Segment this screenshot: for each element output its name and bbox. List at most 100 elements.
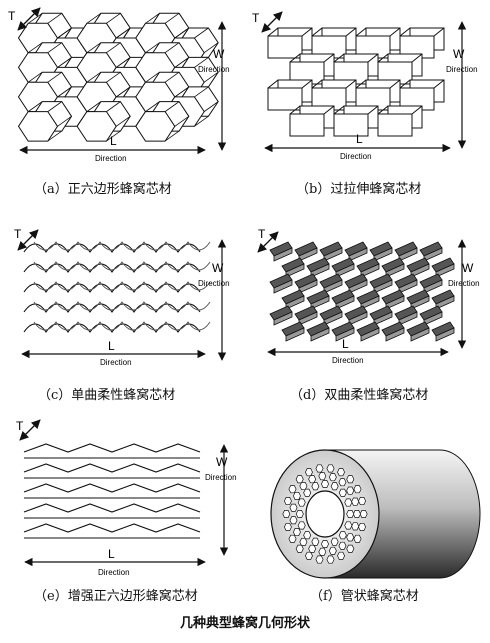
cell-edge bbox=[377, 105, 389, 115]
cell-edge bbox=[164, 130, 180, 142]
l-direction-b: Direction bbox=[340, 152, 372, 161]
stretched-cell bbox=[267, 27, 313, 59]
cell-edge bbox=[106, 130, 121, 142]
cell-edge bbox=[145, 101, 160, 112]
l-label-c: L bbox=[108, 339, 115, 353]
w-label-d: W bbox=[462, 261, 474, 275]
tube-cell bbox=[346, 544, 355, 553]
tube-cell bbox=[297, 498, 306, 507]
cell-edge bbox=[174, 116, 190, 127]
tube-cell bbox=[353, 510, 361, 518]
cell-front bbox=[76, 111, 117, 142]
tubular-core-f bbox=[270, 449, 481, 579]
tube-cell bbox=[305, 468, 313, 477]
caption-d: （d）双曲柔性蜂窝芯材 bbox=[290, 388, 429, 403]
cell-edge bbox=[355, 79, 367, 89]
wave-sheet-back bbox=[33, 261, 211, 271]
tube-cell bbox=[315, 555, 324, 564]
tube-cell bbox=[318, 547, 327, 556]
cell-edge bbox=[433, 79, 445, 89]
tube-cell bbox=[321, 540, 329, 548]
t-arrow-b bbox=[261, 11, 283, 33]
t-label-d: T bbox=[258, 227, 266, 241]
reinforced-sheet bbox=[23, 503, 201, 513]
tube-cell bbox=[295, 544, 304, 553]
t-arrow-c bbox=[17, 229, 39, 251]
hex-cell bbox=[76, 101, 131, 142]
cell-edge bbox=[301, 27, 313, 37]
cell-edge bbox=[57, 86, 72, 98]
tube-cell bbox=[295, 510, 304, 518]
cell-edge bbox=[203, 42, 219, 54]
cell-edge bbox=[115, 27, 131, 39]
cell-edge bbox=[86, 101, 102, 112]
flex-cell-side bbox=[385, 327, 405, 342]
t-label-c: T bbox=[14, 227, 22, 241]
flex-cell-side bbox=[410, 327, 430, 342]
cell-edge bbox=[345, 27, 357, 37]
figure-title: 几种典型蜂窝几何形状 bbox=[179, 616, 310, 631]
tube-cell bbox=[315, 464, 324, 473]
cell-edge bbox=[174, 57, 190, 68]
tube-cell bbox=[311, 482, 320, 491]
tube-cell bbox=[338, 531, 347, 540]
cell-edge bbox=[433, 27, 445, 37]
cell-front bbox=[17, 111, 59, 142]
tube-cell bbox=[344, 498, 353, 507]
cell-edge bbox=[377, 53, 389, 63]
flex-cell-side bbox=[273, 247, 293, 262]
tube-cell bbox=[299, 537, 308, 546]
cell-front bbox=[267, 87, 303, 111]
cell-edge bbox=[289, 105, 301, 115]
l-direction-e: Direction bbox=[98, 568, 130, 577]
cell-edge bbox=[389, 79, 401, 89]
wave-sheet-back bbox=[33, 241, 211, 251]
cell-edge bbox=[106, 12, 121, 24]
cell-edge bbox=[301, 79, 313, 89]
wave-sheet bbox=[23, 303, 201, 313]
panel-f bbox=[270, 449, 481, 579]
cell-edge bbox=[323, 105, 335, 115]
cell-edge bbox=[106, 42, 121, 54]
cell-edge bbox=[203, 71, 219, 83]
cell-edge bbox=[47, 71, 63, 83]
tube-cell bbox=[346, 533, 355, 542]
tube-cell bbox=[330, 537, 339, 546]
cell-front bbox=[333, 113, 369, 137]
stretched-cell bbox=[355, 27, 401, 59]
cell-edge bbox=[399, 27, 411, 37]
cell-edge bbox=[311, 27, 323, 37]
l-direction-a: Direction bbox=[95, 154, 127, 163]
cell-edge bbox=[367, 105, 379, 115]
overexpanded-core-b bbox=[267, 27, 445, 137]
cell-edge bbox=[164, 101, 180, 112]
cell-edge bbox=[106, 101, 121, 112]
tube-cell bbox=[346, 510, 355, 518]
cell-edge bbox=[194, 27, 209, 39]
l-label-e: L bbox=[108, 547, 115, 561]
hex-cell bbox=[17, 101, 73, 142]
tube-cell bbox=[337, 468, 345, 477]
cell-edge bbox=[164, 42, 180, 54]
cell-edge bbox=[106, 71, 121, 83]
cell-edge bbox=[164, 71, 180, 83]
stretched-cell bbox=[399, 79, 445, 111]
l-label-a: L bbox=[110, 134, 117, 148]
tube-cell bbox=[288, 485, 297, 494]
tube-cell bbox=[351, 497, 360, 506]
flex-cell-side bbox=[435, 327, 455, 342]
l-label-b: L bbox=[356, 132, 363, 146]
tube-cell bbox=[328, 546, 337, 555]
stretched-cell bbox=[267, 79, 313, 111]
tube-cell bbox=[311, 537, 320, 546]
cell-edge bbox=[164, 12, 180, 24]
cell-edge bbox=[47, 12, 63, 24]
tube-cell bbox=[282, 510, 291, 518]
tube-cell bbox=[346, 475, 355, 484]
flex-cell-side bbox=[273, 279, 293, 294]
wave-sheet bbox=[23, 263, 201, 273]
tube-cell bbox=[288, 534, 297, 543]
cell-edge bbox=[145, 12, 160, 24]
caption-f: （f）管状蜂窝芯材 bbox=[310, 589, 419, 604]
flex-cell-side bbox=[335, 327, 355, 342]
